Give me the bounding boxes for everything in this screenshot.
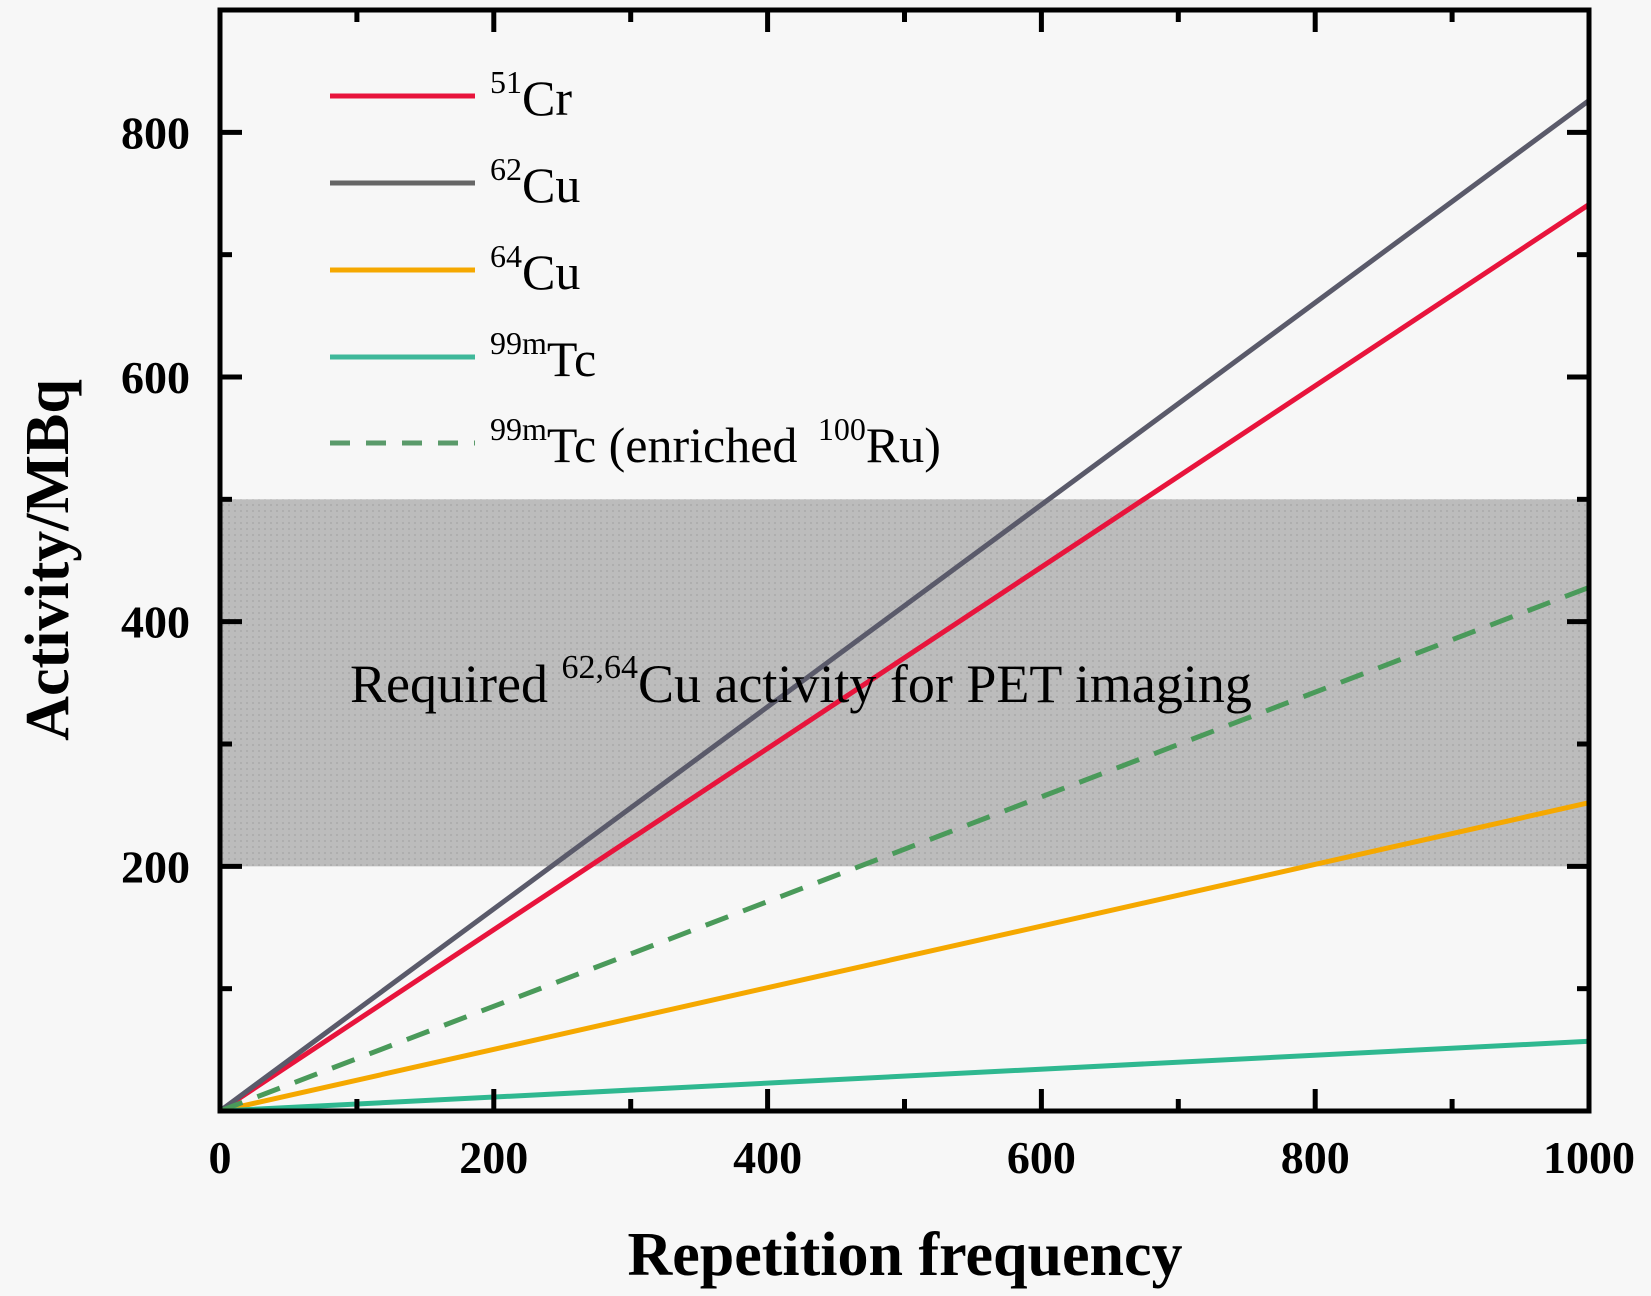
legend-label-64cu: 64Cu xyxy=(490,238,580,300)
legend-label-51cr: 51Cr xyxy=(490,64,572,126)
series-layer xyxy=(218,98,1591,1114)
legend-item-99mtc: 99mTc xyxy=(330,325,596,387)
axes-layer xyxy=(217,7,1592,1114)
shaded-band xyxy=(220,499,1589,867)
legend-item-99mtc-enriched: 99mTc (enriched 100Ru) xyxy=(330,411,941,473)
series-line-64cu xyxy=(219,800,1590,1114)
annotation-prefix: Required xyxy=(350,654,561,714)
x-tick-label: 600 xyxy=(1007,1132,1076,1183)
annotation-sup: 62,64 xyxy=(561,649,638,686)
legend-item-64cu: 64Cu xyxy=(330,238,580,300)
legend-item-51cr: 51Cr xyxy=(330,64,572,126)
x-tick-label: 1000 xyxy=(1543,1132,1635,1183)
y-tick-label: 800 xyxy=(121,107,190,158)
tick-labels: 0 200 400 600 800 1000 200 400 600 800 xyxy=(121,107,1635,1183)
y-axis-title: Activity/MBq xyxy=(14,379,82,741)
y-tick-label: 400 xyxy=(121,597,190,648)
x-tick-label: 0 xyxy=(209,1132,232,1183)
series-line-99mtc xyxy=(219,1038,1590,1114)
band-annotation: Required 62,64Cu activity for PET imagin… xyxy=(350,649,1252,714)
series-line-51cr xyxy=(218,202,1591,1114)
shaded-band-layer xyxy=(220,499,1589,867)
legend-item-62cu: 62Cu xyxy=(330,151,580,213)
legend-label-99mtc: 99mTc xyxy=(490,325,596,387)
series-line-99mtc-enriched-100ru xyxy=(219,585,1590,1114)
legend: 51Cr 62Cu 64Cu 99mTc 99mTc (enriched 100… xyxy=(330,64,941,473)
x-axis-title: Repetition frequency xyxy=(627,1221,1182,1289)
y-tick-label: 600 xyxy=(121,352,190,403)
legend-label-62cu: 62Cu xyxy=(490,151,580,213)
x-tick-label: 800 xyxy=(1281,1132,1350,1183)
annotation-suffix: Cu activity for PET imaging xyxy=(638,654,1252,714)
x-tick-label: 400 xyxy=(733,1132,802,1183)
legend-label-99mtc-enriched: 99mTc (enriched 100Ru) xyxy=(490,411,941,473)
series-line-62cu xyxy=(218,98,1591,1114)
x-tick-label: 200 xyxy=(459,1132,528,1183)
y-tick-label: 200 xyxy=(121,841,190,892)
